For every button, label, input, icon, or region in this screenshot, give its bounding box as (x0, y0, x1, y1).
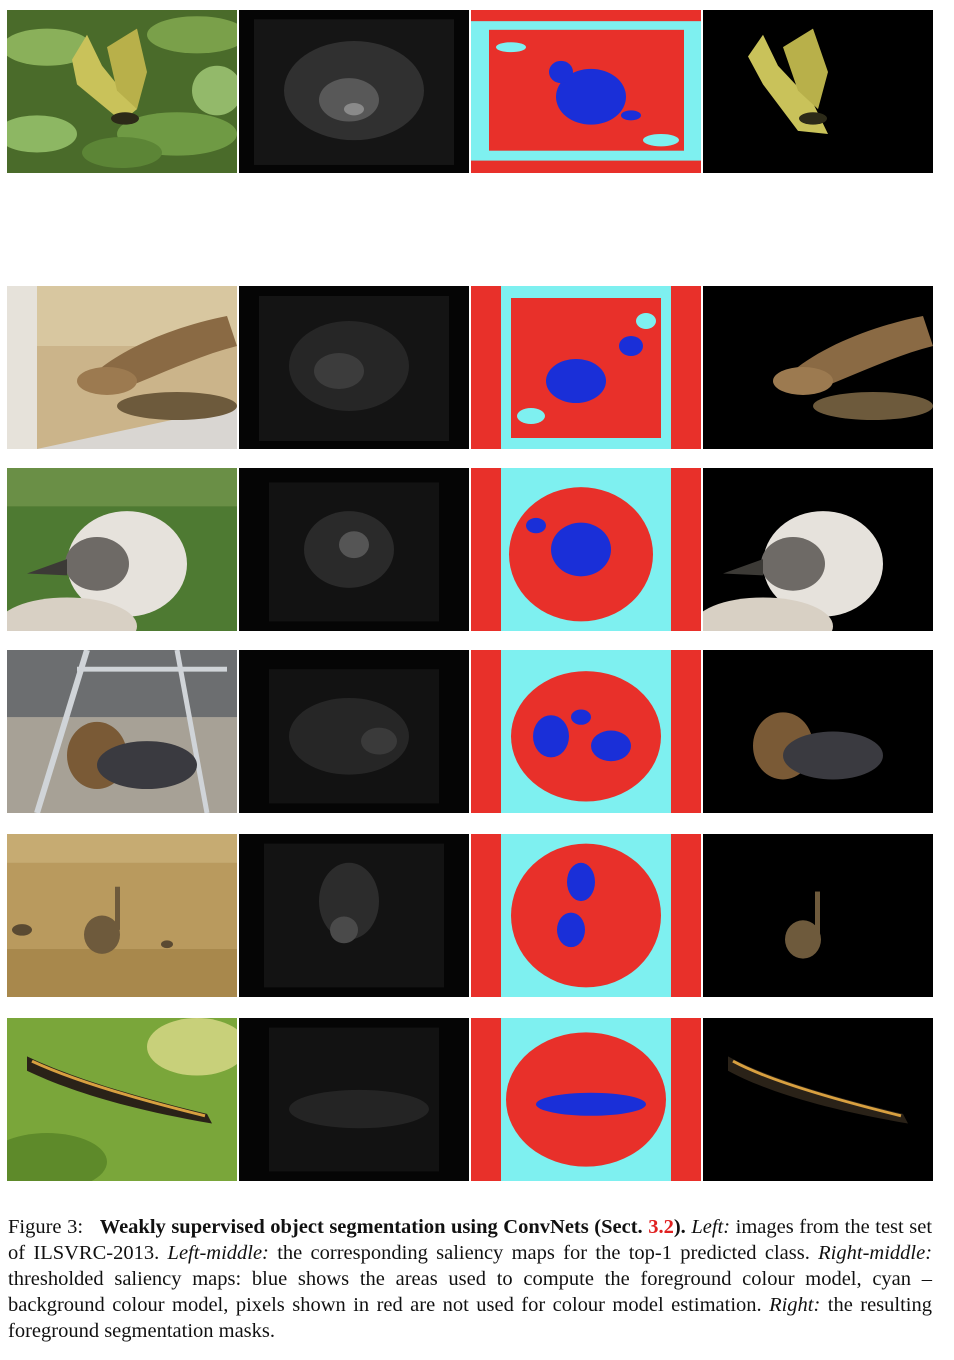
saliency-map-vulture (239, 468, 469, 631)
saliency-map-dog (239, 650, 469, 813)
thresholded-map-vulture (471, 468, 701, 631)
right-middle-label: Right-middle: (818, 1242, 933, 1264)
photo-newt (7, 1018, 237, 1181)
thresholded-map-snake (471, 286, 701, 449)
foreground-mask-snake (703, 286, 933, 449)
right-middle-text: thresholded saliency maps: blue shows th… (8, 1268, 932, 1316)
foreground-mask-dog (703, 650, 933, 813)
saliency-map-newt (239, 1018, 469, 1181)
thresholded-map-bustard (471, 834, 701, 997)
foreground-mask-vulture (703, 468, 933, 631)
thresholded-map-dog (471, 650, 701, 813)
right-text: the resulting foreground segmentation ma… (8, 1294, 932, 1342)
figure-row-vulture (7, 468, 933, 631)
figure-title-end: ). (673, 1216, 686, 1238)
left-middle-text: the corresponding saliency maps for the … (277, 1242, 810, 1264)
photo-snake (7, 286, 237, 449)
thresholded-map-grasshopper (471, 10, 701, 173)
figure-title: Weakly supervised object segmentation us… (99, 1216, 643, 1238)
figure-row-grasshopper (7, 10, 933, 173)
figure-row-newt (7, 1018, 933, 1181)
section-reference-link[interactable]: 3.2 (648, 1216, 674, 1238)
foreground-mask-bustard (703, 834, 933, 997)
foreground-mask-grasshopper (703, 10, 933, 173)
photo-vulture (7, 468, 237, 631)
saliency-map-grasshopper (239, 10, 469, 173)
saliency-map-bustard (239, 834, 469, 997)
right-label: Right: (769, 1294, 821, 1316)
photo-bustard (7, 834, 237, 997)
figure-label: Figure 3: (8, 1216, 84, 1238)
foreground-mask-newt (703, 1018, 933, 1181)
left-text: images from the test set of ILSVRC-2013. (8, 1216, 933, 1264)
photo-grasshopper (7, 10, 237, 173)
figure-caption: Figure 3: Weakly supervised object segme… (8, 1214, 932, 1344)
left-middle-label: Left-middle: (167, 1242, 269, 1264)
saliency-map-snake (239, 286, 469, 449)
thresholded-map-newt (471, 1018, 701, 1181)
figure-row-snake (7, 286, 933, 449)
figure-row-bustard (7, 834, 933, 997)
left-label: Left: (691, 1216, 731, 1238)
figure-row-dog (7, 650, 933, 813)
photo-dog (7, 650, 237, 813)
